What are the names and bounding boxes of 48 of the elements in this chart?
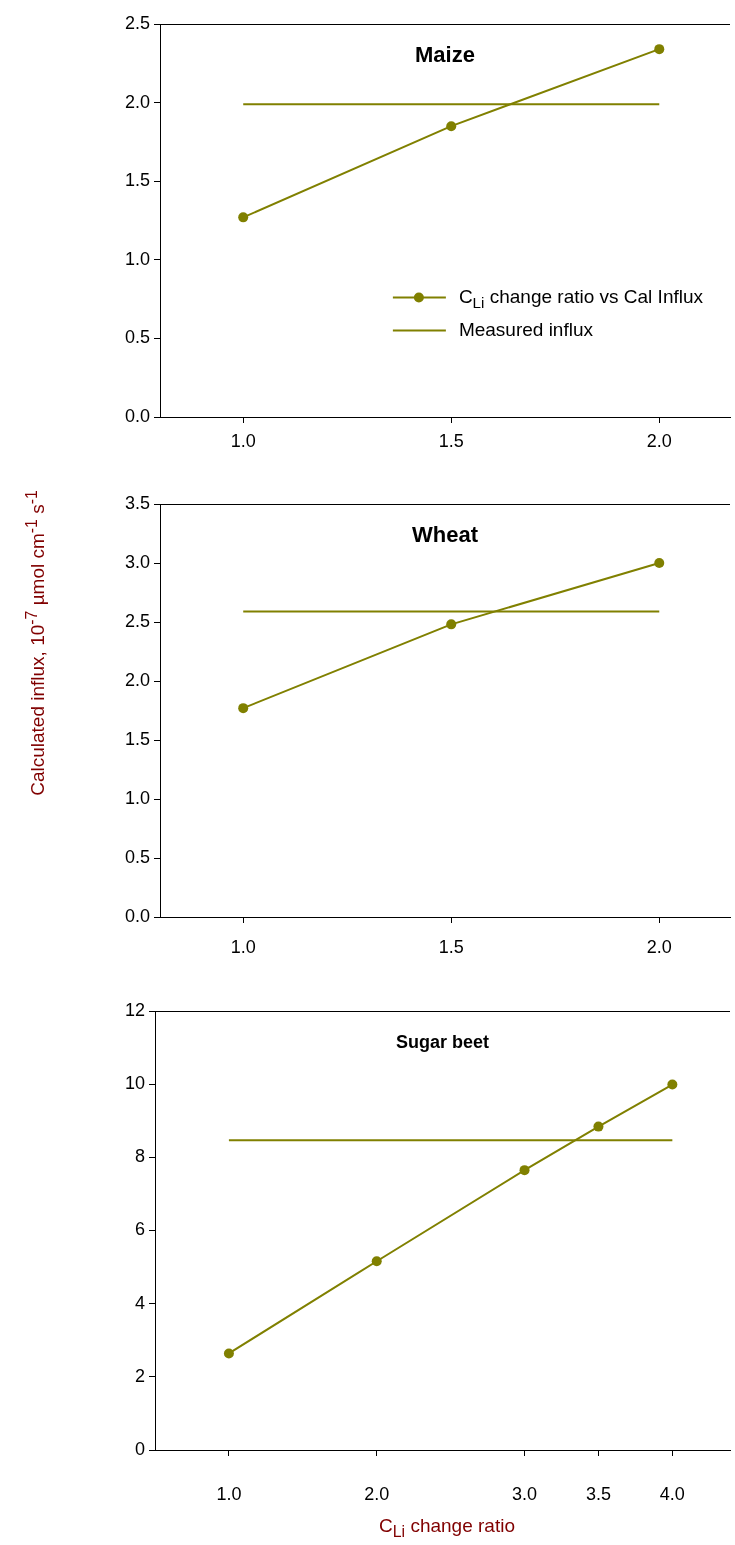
point (223, 1348, 234, 1359)
point (446, 121, 457, 132)
y-tick-label: 6 (134, 1219, 145, 1240)
point (667, 1079, 678, 1090)
y-tick-label: 1.0 (124, 787, 150, 808)
x-tick-label: 1.5 (438, 430, 464, 451)
y-tick-label: 0.5 (124, 846, 150, 867)
legend-label: Measured influx (458, 318, 594, 340)
y-tick-label: 3.0 (124, 551, 150, 572)
point (446, 619, 457, 630)
y-tick-label: 1.0 (124, 248, 150, 269)
x-axis-title: C$_{Li}$ change ratio (379, 1515, 515, 1541)
x-tick-label: 1.0 (216, 1483, 242, 1504)
y-tick-label: 2.5 (124, 12, 150, 33)
y-tick-label: 12 (124, 999, 145, 1020)
x-tick-label: 1.5 (438, 936, 464, 957)
y-tick-label: 0 (134, 1438, 145, 1459)
point (238, 703, 249, 714)
y-tick-label: 0.0 (124, 905, 150, 926)
x-tick-label: 3.0 (512, 1483, 538, 1504)
point (593, 1121, 604, 1132)
y-tick-label: 2.0 (124, 91, 150, 112)
y-tick-label: 0.0 (124, 405, 150, 426)
y-tick-label: 3.5 (124, 492, 150, 513)
point (654, 558, 665, 568)
x-tick-label: 2.0 (646, 936, 672, 957)
x-tick-label: 2.0 (364, 1483, 390, 1504)
y-tick-label: 4 (134, 1292, 145, 1313)
x-tick-label: 3.5 (585, 1483, 611, 1504)
y-tick-label: 1.5 (124, 728, 150, 749)
point (654, 44, 665, 55)
y-tick-label: 2.5 (124, 610, 150, 631)
text: Maize (415, 42, 475, 68)
x-tick-label: 2.0 (646, 430, 672, 451)
text: Sugar beet (395, 1031, 490, 1052)
y-tick-label: 2.0 (124, 669, 150, 690)
text: Wheat (412, 522, 479, 548)
x-tick-label: 1.0 (230, 936, 256, 957)
point (519, 1165, 530, 1176)
y-tick-label: 2 (134, 1365, 145, 1386)
y-tick-label: 1.5 (124, 170, 150, 191)
y-tick-label: 0.5 (124, 327, 150, 348)
y-tick-label: 8 (134, 1146, 145, 1167)
x-tick-label: 1.0 (230, 430, 256, 451)
point (371, 1256, 382, 1267)
point (238, 212, 249, 223)
x-tick-label: 4.0 (659, 1483, 685, 1504)
y-tick-label: 10 (124, 1073, 145, 1094)
